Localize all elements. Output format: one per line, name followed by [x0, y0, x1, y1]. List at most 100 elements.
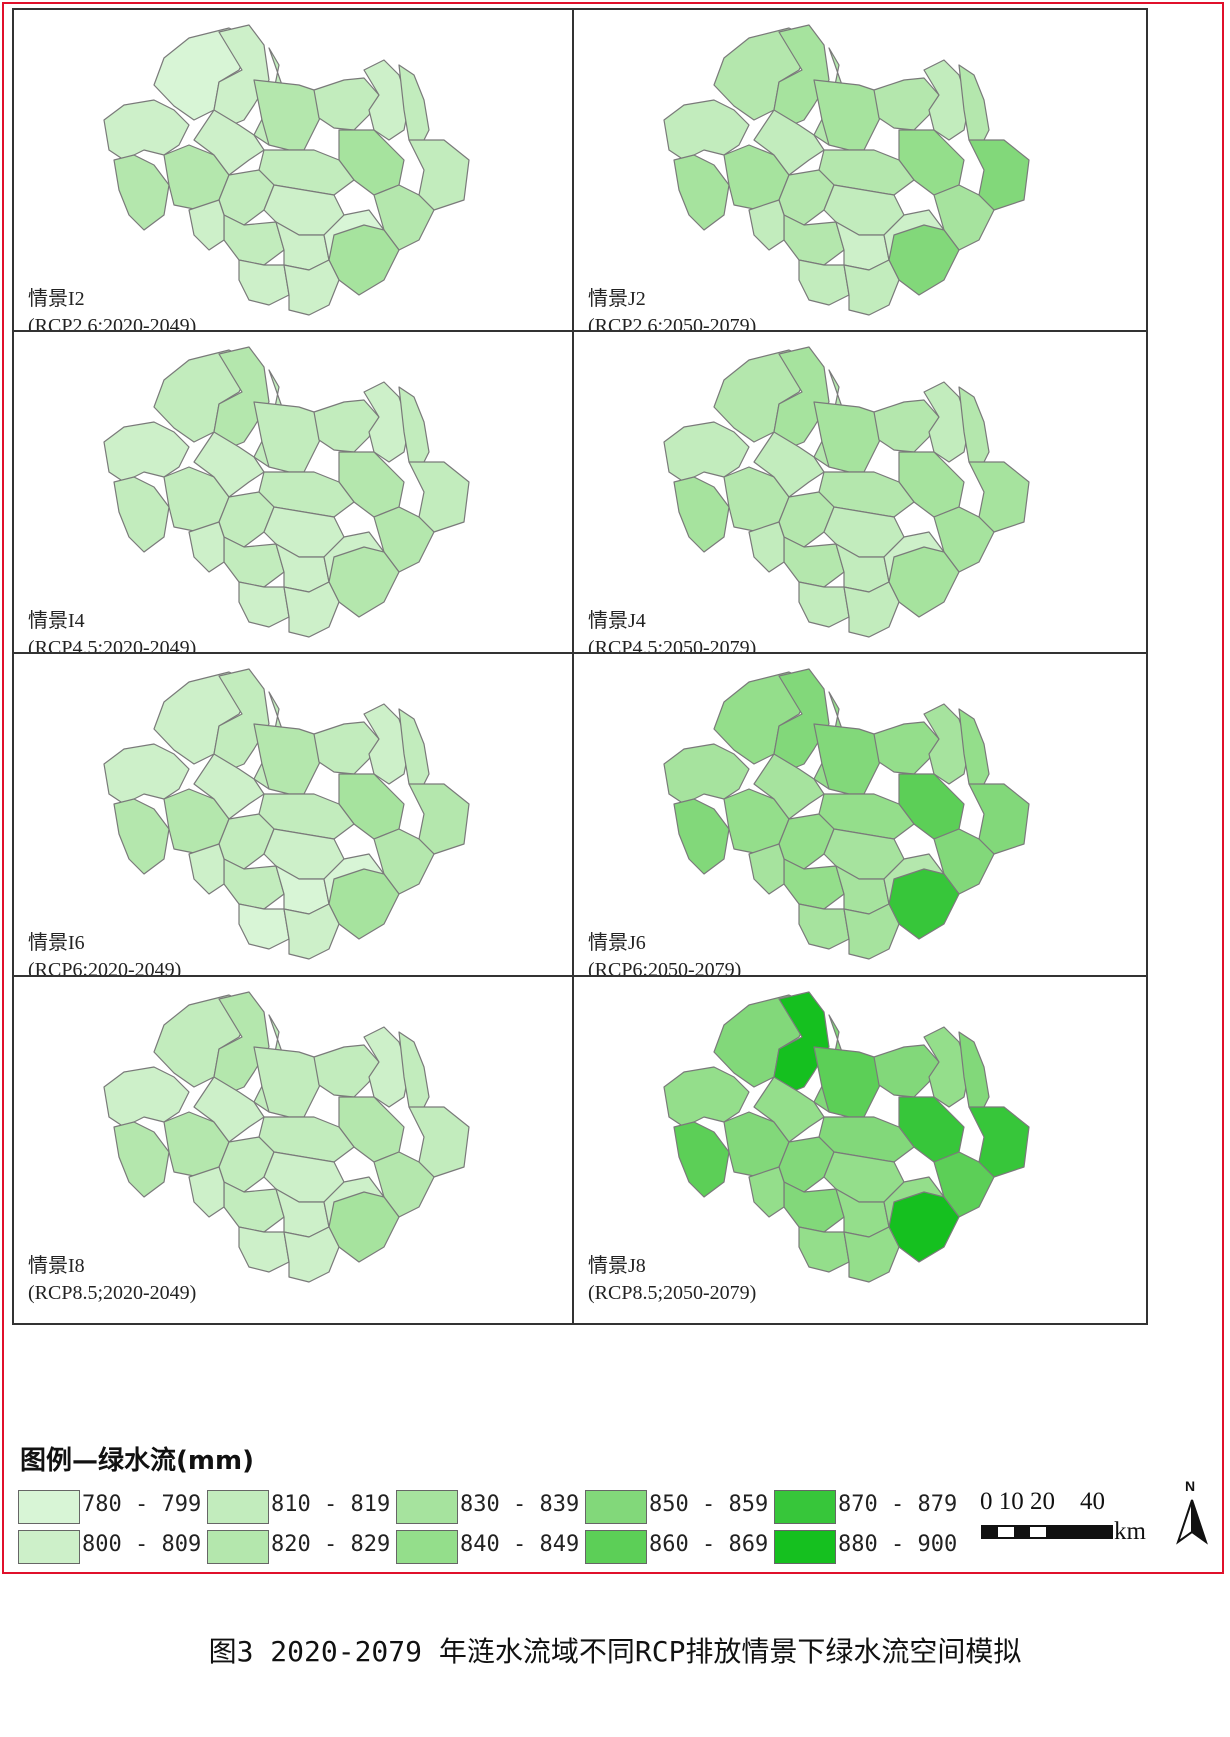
sub-basin-6: [923, 59, 970, 141]
scenario-title: 情景J6: [588, 932, 646, 954]
scenario-title: 情景J2: [588, 288, 646, 310]
basin-map: [103, 346, 470, 638]
legend-swatch: [207, 1490, 269, 1524]
legend-swatch: [774, 1530, 836, 1564]
sub-basin-21: [888, 1191, 960, 1263]
sub-basin-20: [238, 581, 290, 628]
scale-ticks: 0 10 20 40: [980, 1488, 1105, 1515]
sub-basin-23: [748, 521, 785, 573]
sub-basin-9: [968, 461, 1030, 533]
legend-title: 图例—绿水流(mm): [20, 1446, 254, 1476]
sub-basin-9: [408, 1106, 470, 1178]
legend-label: 800 - 809: [82, 1532, 202, 1557]
sub-basin-12: [193, 753, 265, 820]
sub-basin-1: [773, 668, 830, 773]
sub-basin-9: [408, 783, 470, 855]
sub-basin-3: [663, 743, 750, 805]
sub-basin-10: [338, 1096, 405, 1163]
legend-swatch: [585, 1530, 647, 1564]
sub-basin-7: [398, 1031, 430, 1118]
sub-basin-10: [898, 451, 965, 518]
scenario-subtitle: (RCP8.5;2020-2049): [28, 1282, 197, 1304]
figure-frame: [2, 2, 1224, 1574]
sub-basin-22: [843, 1226, 900, 1283]
sub-basin-5: [873, 77, 940, 131]
sub-basin-21: [328, 224, 400, 296]
map-panel-i2: 情景I2 (RCP2.6;2020-2049): [12, 8, 588, 358]
sub-basin-21: [328, 868, 400, 940]
sub-basin-1: [773, 346, 830, 451]
sub-basin-7: [958, 386, 990, 473]
sub-basin-17: [223, 1181, 285, 1233]
sub-basin-6: [363, 703, 410, 785]
legend-label: 850 - 859: [649, 1492, 769, 1517]
sub-basin-4: [813, 401, 885, 473]
sub-basin-6: [923, 703, 970, 785]
sub-basin-8: [673, 154, 730, 231]
sub-basin-8: [673, 476, 730, 553]
sub-basin-6: [363, 59, 410, 141]
sub-basin-17: [223, 214, 285, 266]
basin-map: [103, 24, 470, 316]
legend-label: 780 - 799: [82, 1492, 202, 1517]
scenario-title: 情景I4: [28, 610, 85, 632]
sub-basin-1: [213, 24, 270, 129]
sub-basin-3: [663, 421, 750, 483]
sub-basin-22: [283, 581, 340, 638]
sub-basin-17: [783, 858, 845, 910]
sub-basin-9: [408, 461, 470, 533]
legend-label: 840 - 849: [460, 1532, 580, 1557]
sub-basin-4: [813, 1046, 885, 1118]
sub-basin-3: [103, 1066, 190, 1128]
sub-basin-17: [783, 1181, 845, 1233]
sub-basin-7: [398, 386, 430, 473]
sub-basin-23: [748, 843, 785, 895]
map-panel-i4: 情景I4 (RCP4.5;2020-2049): [12, 330, 588, 680]
sub-basin-21: [888, 868, 960, 940]
scenario-title: 情景I6: [28, 932, 85, 954]
scale-bar: 0 10 20 40 km N: [980, 1478, 1208, 1548]
scenario-subtitle: (RCP8.5;2050-2079): [588, 1282, 757, 1304]
map-panel-j6: 情景J6 (RCP6;2050-2079): [572, 652, 1148, 1002]
sub-basin-8: [113, 798, 170, 875]
sub-basin-8: [113, 154, 170, 231]
scenario-label: 情景I8 (RCP8.5;2020-2049): [28, 1253, 196, 1307]
legend-swatch: [18, 1530, 80, 1564]
sub-basin-22: [283, 259, 340, 316]
sub-basin-10: [898, 1096, 965, 1163]
sub-basin-23: [188, 521, 225, 573]
sub-basin-3: [103, 743, 190, 805]
sub-basin-22: [283, 1226, 340, 1283]
sub-basin-7: [958, 708, 990, 795]
sub-basin-12: [753, 109, 825, 176]
sub-basin-8: [113, 1121, 170, 1198]
sub-basin-8: [113, 476, 170, 553]
sub-basin-10: [898, 129, 965, 196]
sub-basin-23: [748, 1166, 785, 1218]
sub-basin-7: [958, 1031, 990, 1118]
sub-basin-8: [673, 798, 730, 875]
sub-basin-5: [313, 77, 380, 131]
sub-basin-8: [673, 1121, 730, 1198]
map-panel-j2: 情景J2 (RCP2.6;2050-2079): [572, 8, 1148, 358]
sub-basin-5: [873, 1044, 940, 1098]
sub-basin-6: [923, 381, 970, 463]
legend-swatch: [396, 1490, 458, 1524]
map-panel-i6: 情景I6 (RCP6;2020-2049): [12, 652, 588, 1002]
sub-basin-20: [798, 903, 850, 950]
map-panel-i8: 情景I8 (RCP8.5;2020-2049): [12, 975, 588, 1325]
sub-basin-9: [408, 139, 470, 211]
sub-basin-9: [968, 783, 1030, 855]
sub-basin-21: [888, 546, 960, 618]
sub-basin-10: [338, 129, 405, 196]
sub-basin-6: [363, 1026, 410, 1108]
legend-label: 830 - 839: [460, 1492, 580, 1517]
basin-map: [103, 668, 470, 960]
sub-basin-22: [843, 581, 900, 638]
sub-basin-6: [923, 1026, 970, 1108]
legend-swatch: [207, 1530, 269, 1564]
sub-basin-9: [968, 1106, 1030, 1178]
scale-unit: km: [1114, 1518, 1146, 1545]
sub-basin-7: [398, 708, 430, 795]
sub-basin-21: [328, 1191, 400, 1263]
